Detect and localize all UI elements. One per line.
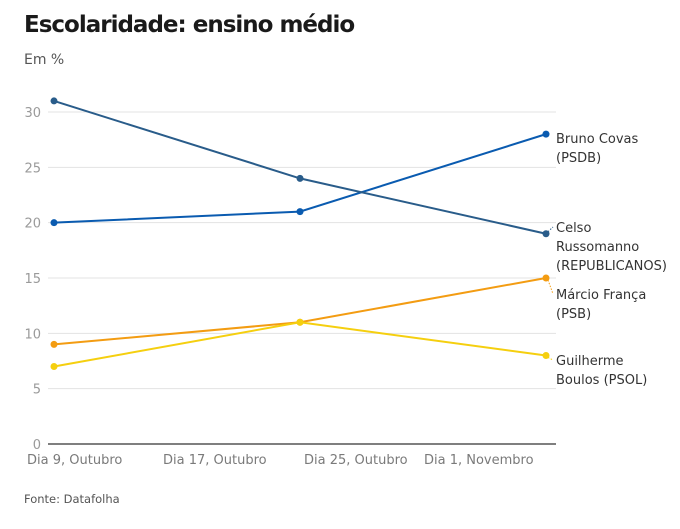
series-label: Guilherme (556, 354, 624, 369)
y-tick-label: 30 (24, 106, 41, 121)
label-connector (547, 226, 554, 233)
source-note: Fonte: Datafolha (24, 492, 120, 506)
y-tick-label: 25 (24, 161, 41, 176)
y-tick-label: 5 (33, 383, 41, 398)
x-tick-label: Dia 25, Outubro (304, 453, 408, 468)
y-tick-label: 10 (24, 327, 41, 342)
series-label: Boulos (PSOL) (556, 373, 647, 388)
series-label: Celso (556, 221, 591, 236)
x-tick-label: Dia 9, Outubro (27, 453, 122, 468)
x-tick-label: Dia 1, Novembro (424, 453, 534, 468)
series-label: Márcio França (556, 288, 646, 303)
series-label: (REPUBLICANOS) (556, 259, 667, 274)
series-line (53, 277, 547, 346)
y-tick-label: 15 (24, 272, 41, 287)
label-connector (547, 279, 554, 295)
data-point (296, 208, 304, 216)
data-point (542, 230, 550, 238)
data-point (50, 363, 58, 371)
series-label: Bruno Covas (556, 132, 639, 147)
data-point (542, 351, 550, 359)
label-connector (547, 357, 554, 361)
y-tick-label: 20 (24, 217, 41, 232)
data-point (50, 219, 58, 227)
series-label: (PSDB) (556, 151, 601, 166)
chart-title: Escolaridade: ensino médio (24, 12, 355, 38)
chart-subtitle: Em % (24, 52, 65, 68)
series-label: (PSB) (556, 307, 591, 322)
data-point (50, 97, 58, 105)
series-line (53, 321, 547, 368)
data-point (50, 340, 58, 348)
data-point (542, 130, 550, 138)
x-tick-label: Dia 17, Outubro (163, 453, 267, 468)
y-tick-label: 0 (33, 438, 41, 453)
data-point (296, 174, 304, 182)
series-label: Russomanno (556, 240, 639, 255)
data-point (542, 274, 550, 282)
data-point (296, 318, 304, 326)
